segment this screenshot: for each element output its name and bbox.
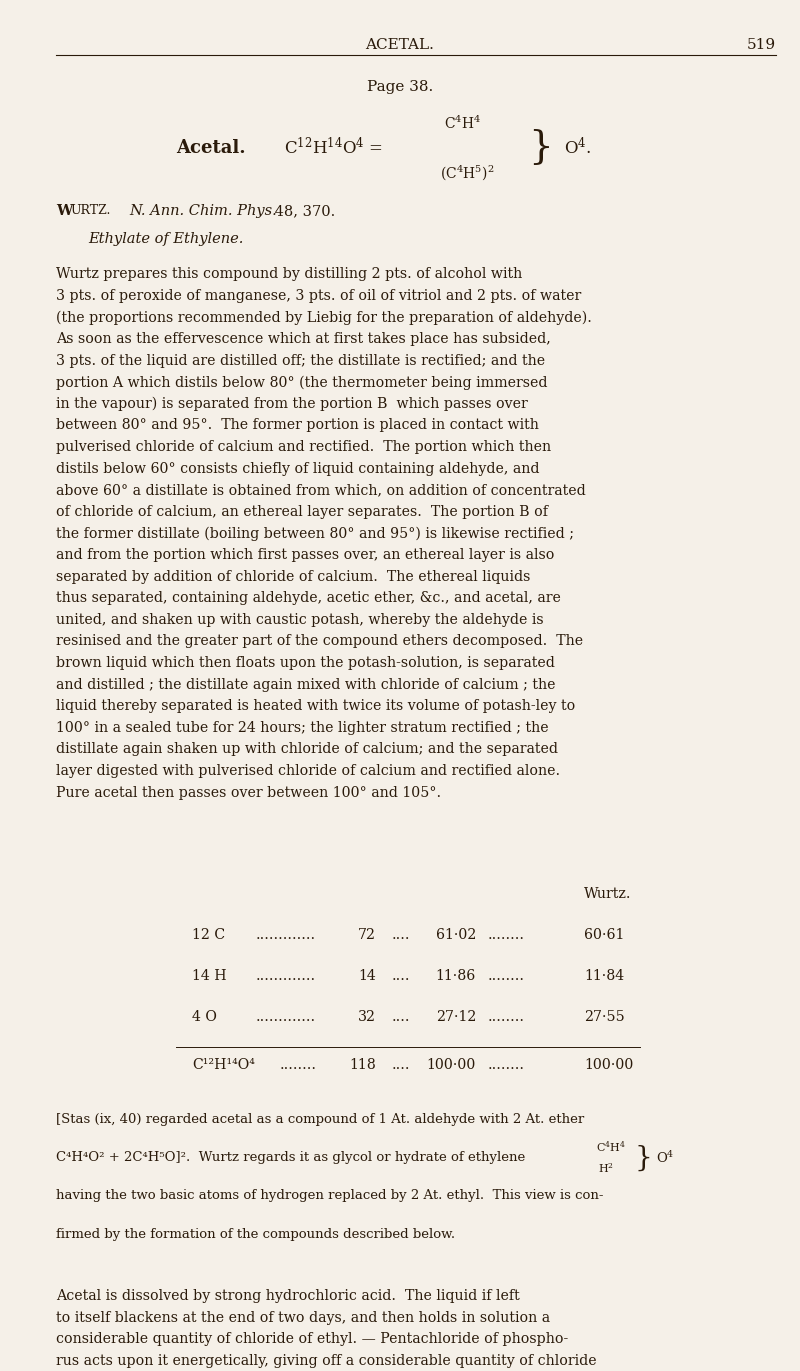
Text: rus acts upon it energetically, giving off a considerable quantity of chloride: rus acts upon it energetically, giving o… bbox=[56, 1355, 597, 1368]
Text: ....: .... bbox=[392, 928, 410, 942]
Text: ....: .... bbox=[392, 969, 410, 983]
Text: 14 H: 14 H bbox=[192, 969, 226, 983]
Text: thus separated, containing aldehyde, acetic ether, &c., and acetal, are: thus separated, containing aldehyde, ace… bbox=[56, 591, 561, 605]
Text: to itself blackens at the end of two days, and then holds in solution a: to itself blackens at the end of two day… bbox=[56, 1311, 550, 1324]
Text: 27·12: 27·12 bbox=[436, 1010, 476, 1024]
Text: Acetal.: Acetal. bbox=[176, 138, 246, 156]
Text: Pure acetal then passes over between 100° and 105°.: Pure acetal then passes over between 100… bbox=[56, 786, 441, 799]
Text: $\mathregular{H^2}$: $\mathregular{H^2}$ bbox=[598, 1161, 614, 1175]
Text: $\mathregular{C^{12}H^{14}O^4}$ =: $\mathregular{C^{12}H^{14}O^4}$ = bbox=[284, 137, 383, 158]
Text: Acetal is dissolved by strong hydrochloric acid.  The liquid if left: Acetal is dissolved by strong hydrochlor… bbox=[56, 1289, 520, 1304]
Text: ........: ........ bbox=[280, 1058, 317, 1072]
Text: Wurtz.: Wurtz. bbox=[584, 887, 631, 901]
Text: ........: ........ bbox=[488, 969, 525, 983]
Text: $\mathregular{C^4H^4}$: $\mathregular{C^4H^4}$ bbox=[596, 1139, 626, 1154]
Text: 12 C: 12 C bbox=[192, 928, 225, 942]
Text: Page 38.: Page 38. bbox=[367, 80, 433, 93]
Text: 4 O: 4 O bbox=[192, 1010, 217, 1024]
Text: 3 pts. of the liquid are distilled off; the distillate is rectified; and the: 3 pts. of the liquid are distilled off; … bbox=[56, 354, 545, 367]
Text: 48, 370.: 48, 370. bbox=[270, 204, 335, 218]
Text: layer digested with pulverised chloride of calcium and rectified alone.: layer digested with pulverised chloride … bbox=[56, 764, 560, 777]
Text: 60·61: 60·61 bbox=[584, 928, 624, 942]
Text: [Stas (ix, 40) regarded acetal as a compound of 1 At. aldehyde with 2 At. ether: [Stas (ix, 40) regarded acetal as a comp… bbox=[56, 1113, 584, 1126]
Text: $\mathregular{(C^4H^5)^2}$: $\mathregular{(C^4H^5)^2}$ bbox=[440, 163, 494, 181]
Text: firmed by the formation of the compounds described below.: firmed by the formation of the compounds… bbox=[56, 1228, 455, 1241]
Text: 32: 32 bbox=[358, 1010, 376, 1024]
Text: and from the portion which first passes over, an ethereal layer is also: and from the portion which first passes … bbox=[56, 548, 554, 562]
Text: N. Ann. Chim. Phys.: N. Ann. Chim. Phys. bbox=[130, 204, 278, 218]
Text: ........: ........ bbox=[488, 928, 525, 942]
Text: 519: 519 bbox=[747, 38, 776, 52]
Text: considerable quantity of chloride of ethyl. — Pentachloride of phospho-: considerable quantity of chloride of eth… bbox=[56, 1333, 568, 1346]
Text: ........: ........ bbox=[488, 1010, 525, 1024]
Text: ....: .... bbox=[392, 1010, 410, 1024]
Text: (the proportions recommended by Liebig for the preparation of aldehyde).: (the proportions recommended by Liebig f… bbox=[56, 310, 592, 325]
Text: 61·02: 61·02 bbox=[436, 928, 476, 942]
Text: W: W bbox=[56, 204, 72, 218]
Text: $\mathregular{O^4}$: $\mathregular{O^4}$ bbox=[656, 1150, 674, 1165]
Text: 27·55: 27·55 bbox=[584, 1010, 625, 1024]
Text: C¹²H¹⁴O⁴: C¹²H¹⁴O⁴ bbox=[192, 1058, 255, 1072]
Text: ........: ........ bbox=[488, 1058, 525, 1072]
Text: .............: ............. bbox=[256, 1010, 316, 1024]
Text: having the two basic atoms of hydrogen replaced by 2 At. ethyl.  This view is co: having the two basic atoms of hydrogen r… bbox=[56, 1190, 603, 1202]
Text: 72: 72 bbox=[358, 928, 376, 942]
Text: As soon as the effervescence which at first takes place has subsided,: As soon as the effervescence which at fi… bbox=[56, 332, 550, 345]
Text: Ethylate of Ethylene.: Ethylate of Ethylene. bbox=[88, 232, 243, 247]
Text: $\mathregular{C^4H^4}$: $\mathregular{C^4H^4}$ bbox=[444, 114, 482, 132]
Text: brown liquid which then floats upon the potash-solution, is separated: brown liquid which then floats upon the … bbox=[56, 655, 555, 670]
Text: .............: ............. bbox=[256, 928, 316, 942]
Text: in the vapour) is separated from the portion B  which passes over: in the vapour) is separated from the por… bbox=[56, 396, 528, 411]
Text: 14: 14 bbox=[358, 969, 376, 983]
Text: }: } bbox=[634, 1145, 652, 1172]
Text: URTZ.: URTZ. bbox=[70, 204, 110, 218]
Text: 11·86: 11·86 bbox=[436, 969, 476, 983]
Text: distils below 60° consists chiefly of liquid containing aldehyde, and: distils below 60° consists chiefly of li… bbox=[56, 462, 539, 476]
Text: 11·84: 11·84 bbox=[584, 969, 624, 983]
Text: 118: 118 bbox=[350, 1058, 376, 1072]
Text: the former distillate (boiling between 80° and 95°) is likewise rectified ;: the former distillate (boiling between 8… bbox=[56, 526, 574, 540]
Text: .............: ............. bbox=[256, 969, 316, 983]
Text: resinised and the greater part of the compound ethers decomposed.  The: resinised and the greater part of the co… bbox=[56, 635, 583, 648]
Text: distillate again shaken up with chloride of calcium; and the separated: distillate again shaken up with chloride… bbox=[56, 742, 558, 757]
Text: separated by addition of chloride of calcium.  The ethereal liquids: separated by addition of chloride of cal… bbox=[56, 569, 530, 584]
Text: ACETAL.: ACETAL. bbox=[366, 38, 434, 52]
Text: between 80° and 95°.  The former portion is placed in contact with: between 80° and 95°. The former portion … bbox=[56, 418, 539, 432]
Text: of chloride of calcium, an ethereal layer separates.  The portion B of: of chloride of calcium, an ethereal laye… bbox=[56, 505, 548, 518]
Text: and distilled ; the distillate again mixed with chloride of calcium ; the: and distilled ; the distillate again mix… bbox=[56, 677, 555, 691]
Text: united, and shaken up with caustic potash, whereby the aldehyde is: united, and shaken up with caustic potas… bbox=[56, 613, 544, 627]
Text: ....: .... bbox=[392, 1058, 410, 1072]
Text: }: } bbox=[528, 129, 553, 166]
Text: C⁴H⁴O² + 2C⁴H⁵O]².  Wurtz regards it as glycol or hydrate of ethylene: C⁴H⁴O² + 2C⁴H⁵O]². Wurtz regards it as g… bbox=[56, 1152, 526, 1164]
Text: $\mathregular{O^4}$.: $\mathregular{O^4}$. bbox=[564, 137, 591, 158]
Text: 100·00: 100·00 bbox=[584, 1058, 634, 1072]
Text: pulverised chloride of calcium and rectified.  The portion which then: pulverised chloride of calcium and recti… bbox=[56, 440, 551, 454]
Text: 100° in a sealed tube for 24 hours; the lighter stratum rectified ; the: 100° in a sealed tube for 24 hours; the … bbox=[56, 721, 549, 735]
Text: portion A which distils below 80° (the thermometer being immersed: portion A which distils below 80° (the t… bbox=[56, 376, 547, 389]
Text: 3 pts. of peroxide of manganese, 3 pts. of oil of vitriol and 2 pts. of water: 3 pts. of peroxide of manganese, 3 pts. … bbox=[56, 289, 582, 303]
Text: 100·00: 100·00 bbox=[426, 1058, 476, 1072]
Text: liquid thereby separated is heated with twice its volume of potash-ley to: liquid thereby separated is heated with … bbox=[56, 699, 575, 713]
Text: above 60° a distillate is obtained from which, on addition of concentrated: above 60° a distillate is obtained from … bbox=[56, 483, 586, 498]
Text: Wurtz prepares this compound by distilling 2 pts. of alcohol with: Wurtz prepares this compound by distilli… bbox=[56, 267, 522, 281]
